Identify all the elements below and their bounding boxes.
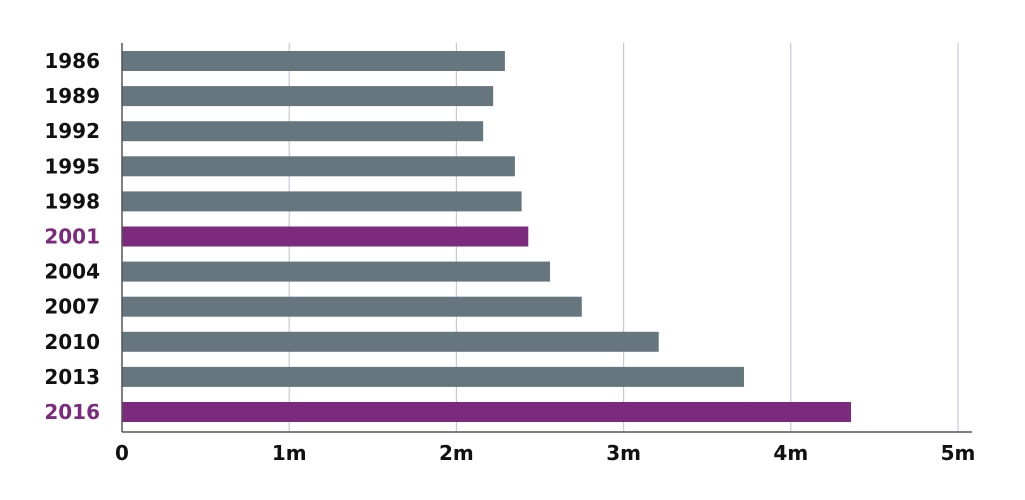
bar-1986 [122, 51, 505, 71]
bar-2001 [122, 226, 529, 247]
x-tick-labels: 0 1m 2m 3m 4m 5m [115, 441, 975, 465]
bar-1998 [122, 191, 522, 212]
category-label-1992: 1992 [44, 119, 100, 143]
category-label-1995: 1995 [44, 154, 100, 178]
x-tick-label: 0 [115, 441, 129, 465]
x-tick-label: 2m [439, 441, 474, 465]
x-tick-label: 1m [272, 441, 307, 465]
bar-1995 [122, 156, 515, 177]
bar-2013 [122, 366, 744, 387]
bar-1989 [122, 86, 494, 107]
category-labels: 1986 1989 1992 1995 1998 2001 2004 2007 2010 2013… [44, 49, 100, 424]
x-tick-label: 5m [941, 441, 976, 465]
x-tick-label: 4m [773, 441, 808, 465]
category-label-1998: 1998 [44, 189, 100, 213]
bar-2007 [122, 296, 582, 317]
bar-1992 [122, 121, 484, 142]
category-label-2001: 2001 [44, 225, 100, 249]
x-tick-label: 3m [606, 441, 641, 465]
category-label-2013: 2013 [44, 365, 100, 389]
bar-2004 [122, 261, 551, 282]
bars [122, 51, 851, 422]
bar-2016 [122, 402, 851, 422]
axes [121, 43, 972, 433]
category-label-2004: 2004 [44, 260, 100, 284]
category-label-2016: 2016 [44, 400, 100, 424]
category-label-1989: 1989 [44, 84, 100, 108]
category-label-2010: 2010 [44, 330, 100, 354]
category-label-1986: 1986 [44, 49, 100, 73]
bar-2010 [122, 331, 659, 352]
category-label-2007: 2007 [44, 295, 100, 319]
